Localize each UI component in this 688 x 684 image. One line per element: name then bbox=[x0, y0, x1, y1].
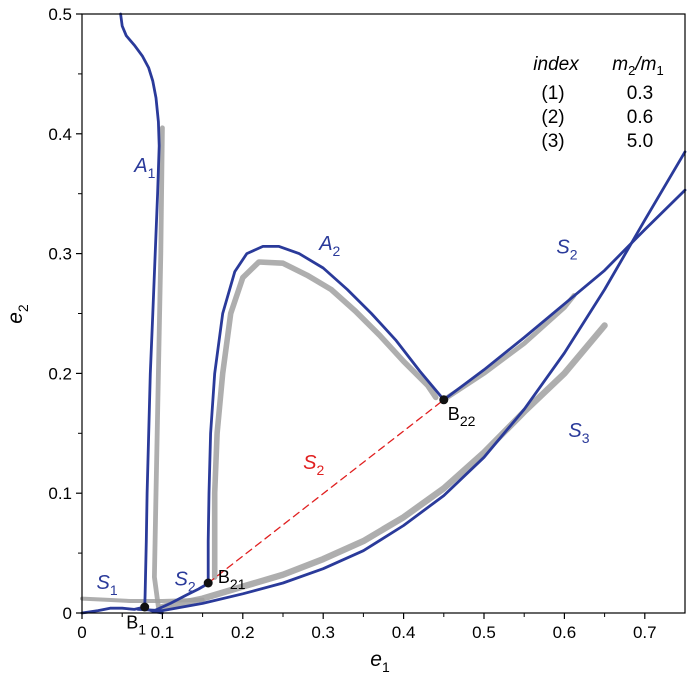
y-tick-label-0.4: 0.4 bbox=[48, 125, 72, 144]
legend-row-3-value: 5.0 bbox=[627, 131, 653, 152]
legend-header-mass-ratio: m2/m1 bbox=[612, 54, 663, 78]
curve-label-sub: 2 bbox=[316, 462, 324, 478]
curve-label-main: A bbox=[318, 233, 332, 255]
legend-header-m1: /m bbox=[633, 54, 656, 75]
y-tick-label-0.1: 0.1 bbox=[48, 484, 72, 503]
curve-label-S3-3: S3 bbox=[568, 420, 589, 446]
point-B1 bbox=[140, 602, 150, 612]
point-label-main: B bbox=[218, 567, 230, 587]
model-curve-A2-5 bbox=[206, 245, 446, 585]
curve-label-main: A bbox=[133, 155, 147, 177]
legend-row-1-value: 0.3 bbox=[627, 83, 653, 104]
point-B22 bbox=[439, 395, 449, 405]
legend-header-m2: m bbox=[612, 54, 628, 75]
curve-label-S1-2: S1 bbox=[97, 572, 118, 598]
legend-header-m2-sub: 2 bbox=[628, 63, 635, 78]
y-tick-label-0.2: 0.2 bbox=[48, 364, 72, 383]
curve-label-main: S bbox=[303, 452, 317, 474]
model-curve-layer bbox=[80, 12, 687, 615]
x-tick-label-0.5: 0.5 bbox=[472, 623, 496, 642]
point-B21 bbox=[203, 578, 213, 588]
y-axis: 0 0.1 0.2 0.3 0.4 0.5 bbox=[48, 5, 82, 623]
point-label-sub: 22 bbox=[460, 413, 476, 429]
point-label-B22: B22 bbox=[448, 404, 476, 429]
x-axis-label-sub: 1 bbox=[382, 659, 390, 675]
curve-label-sub: 2 bbox=[570, 247, 578, 263]
curve-label-main: S bbox=[175, 568, 189, 590]
simulation-band-4 bbox=[159, 322, 608, 611]
point-label-B1: B1 bbox=[126, 613, 146, 638]
x-tick-label-0.4: 0.4 bbox=[392, 623, 416, 642]
y-axis-label: e2 bbox=[4, 304, 31, 324]
plot-border bbox=[81, 13, 686, 614]
x-axis: 0 0.1 0.2 0.3 0.4 0.5 0.6 0.7 bbox=[77, 613, 657, 642]
y-tick-label-0: 0 bbox=[63, 604, 72, 623]
point-label-sub: 1 bbox=[138, 622, 146, 638]
curve-label-sub: 2 bbox=[333, 243, 341, 259]
y-axis-label-main: e bbox=[4, 312, 27, 324]
x-axis-label-main: e bbox=[370, 648, 382, 671]
x-axis-label: e1 bbox=[370, 648, 390, 675]
point-label-main: B bbox=[126, 613, 138, 633]
curve-label-main: S bbox=[568, 420, 582, 442]
model-curve-S3-3 bbox=[136, 150, 687, 612]
simulation-band-1 bbox=[152, 125, 165, 610]
x-tick-label-0.6: 0.6 bbox=[553, 623, 577, 642]
legend-row-2-value: 0.6 bbox=[627, 107, 653, 128]
curve-label-A1-1: A1 bbox=[133, 155, 155, 181]
y-tick-label-0.3: 0.3 bbox=[48, 245, 72, 264]
x-tick-label-0: 0 bbox=[77, 623, 86, 642]
legend-row-1-index: (1) bbox=[541, 83, 564, 104]
curve-label-sub: 1 bbox=[110, 582, 118, 598]
point-layer bbox=[140, 395, 449, 612]
x-tick-label-0.7: 0.7 bbox=[633, 623, 657, 642]
simulation-layer bbox=[80, 125, 608, 611]
legend-table: index m2/m1 (1) 0.3 (2) 0.6 (3) 5.0 bbox=[533, 54, 663, 152]
simulation-band-2 bbox=[211, 259, 439, 580]
plot-frame bbox=[81, 13, 686, 614]
legend-header-m1-sub: 1 bbox=[656, 63, 663, 78]
curve-label-sub: 1 bbox=[148, 165, 156, 181]
point-label-sub: 21 bbox=[230, 576, 246, 592]
curve-label-main: S bbox=[556, 237, 570, 259]
x-tick-label-0.1: 0.1 bbox=[151, 623, 175, 642]
point-label-main: B bbox=[448, 404, 460, 424]
x-tick-label-0.3: 0.3 bbox=[311, 623, 335, 642]
curve-label-A2-5: A2 bbox=[318, 233, 340, 259]
curve-label-S2-7: S2 bbox=[303, 452, 324, 478]
legend-row-2-index: (2) bbox=[541, 107, 564, 128]
curve-label-sub: 3 bbox=[582, 430, 590, 446]
curve-label-sub: 2 bbox=[188, 578, 196, 594]
curve-label-main: S bbox=[97, 572, 111, 594]
y-axis-label-sub: 2 bbox=[15, 304, 31, 312]
simulation-band-5 bbox=[80, 596, 205, 603]
point-label-B21: B21 bbox=[218, 567, 246, 592]
model-curve-A1-1 bbox=[119, 12, 161, 609]
x-tick-label-0.2: 0.2 bbox=[231, 623, 255, 642]
model-curve-S2-4 bbox=[153, 581, 211, 612]
simulation-band-3 bbox=[441, 293, 577, 403]
dashed-curve-S2-7 bbox=[207, 399, 445, 584]
curve-label-S2-6: S2 bbox=[556, 237, 577, 263]
legend-header-index: index bbox=[533, 54, 580, 75]
curve-label-S2-4: S2 bbox=[175, 568, 196, 594]
model-curve-S2-6 bbox=[442, 188, 687, 402]
legend-row-3-index: (3) bbox=[541, 131, 564, 152]
y-tick-label-0.5: 0.5 bbox=[48, 5, 72, 24]
